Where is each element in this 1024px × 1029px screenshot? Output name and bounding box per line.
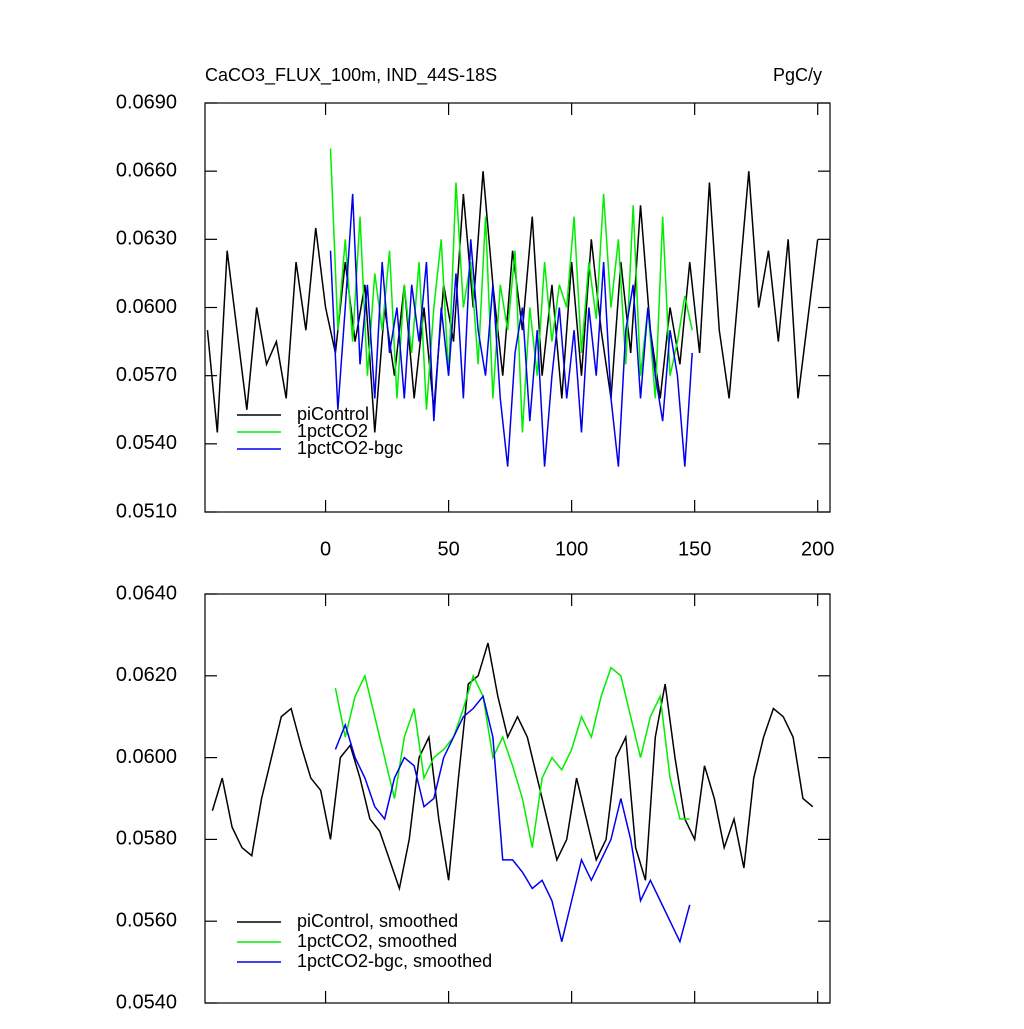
- series-line: [329, 193, 693, 467]
- x-tick-label: 0: [320, 538, 331, 560]
- plot-frame: [204, 593, 831, 1004]
- y-tick-label: 0.0540: [116, 432, 177, 454]
- y-tick-label: 0.0600: [116, 746, 177, 768]
- x-tick-label: 100: [555, 538, 588, 560]
- series-line: [206, 171, 819, 433]
- legend-label: 1pctCO2: [297, 421, 368, 441]
- series-line: [334, 694, 691, 944]
- series-line: [329, 148, 693, 433]
- y-tick-label: 0.0540: [116, 991, 177, 1013]
- legend-label: 1pctCO2-bgc, smoothed: [297, 951, 492, 971]
- units-label: PgC/y: [773, 65, 822, 85]
- legend-label: 1pctCO2, smoothed: [297, 931, 457, 951]
- y-tick-label: 0.0630: [116, 228, 177, 250]
- legend-label: 1pctCO2-bgc: [297, 438, 403, 458]
- legend-label: piControl: [297, 404, 369, 424]
- x-tick-label: 150: [678, 538, 711, 560]
- y-tick-label: 0.0570: [116, 364, 177, 386]
- series-line: [211, 642, 814, 892]
- x-tick-label: 50: [437, 538, 459, 560]
- y-tick-label: 0.0660: [116, 159, 177, 181]
- y-tick-label: 0.0600: [116, 296, 177, 318]
- legend-label: piControl, smoothed: [297, 911, 458, 931]
- series-line: [334, 666, 690, 848]
- y-tick-label: 0.0690: [116, 91, 177, 113]
- y-tick-label: 0.0560: [116, 909, 177, 931]
- y-tick-label: 0.0580: [116, 828, 177, 850]
- y-tick-label: 0.0510: [116, 500, 177, 522]
- x-tick-label: 200: [801, 538, 834, 560]
- y-tick-label: 0.0640: [116, 582, 177, 604]
- y-tick-label: 0.0620: [116, 664, 177, 686]
- chart-title: CaCO3_FLUX_100m, IND_44S-18S: [205, 65, 497, 86]
